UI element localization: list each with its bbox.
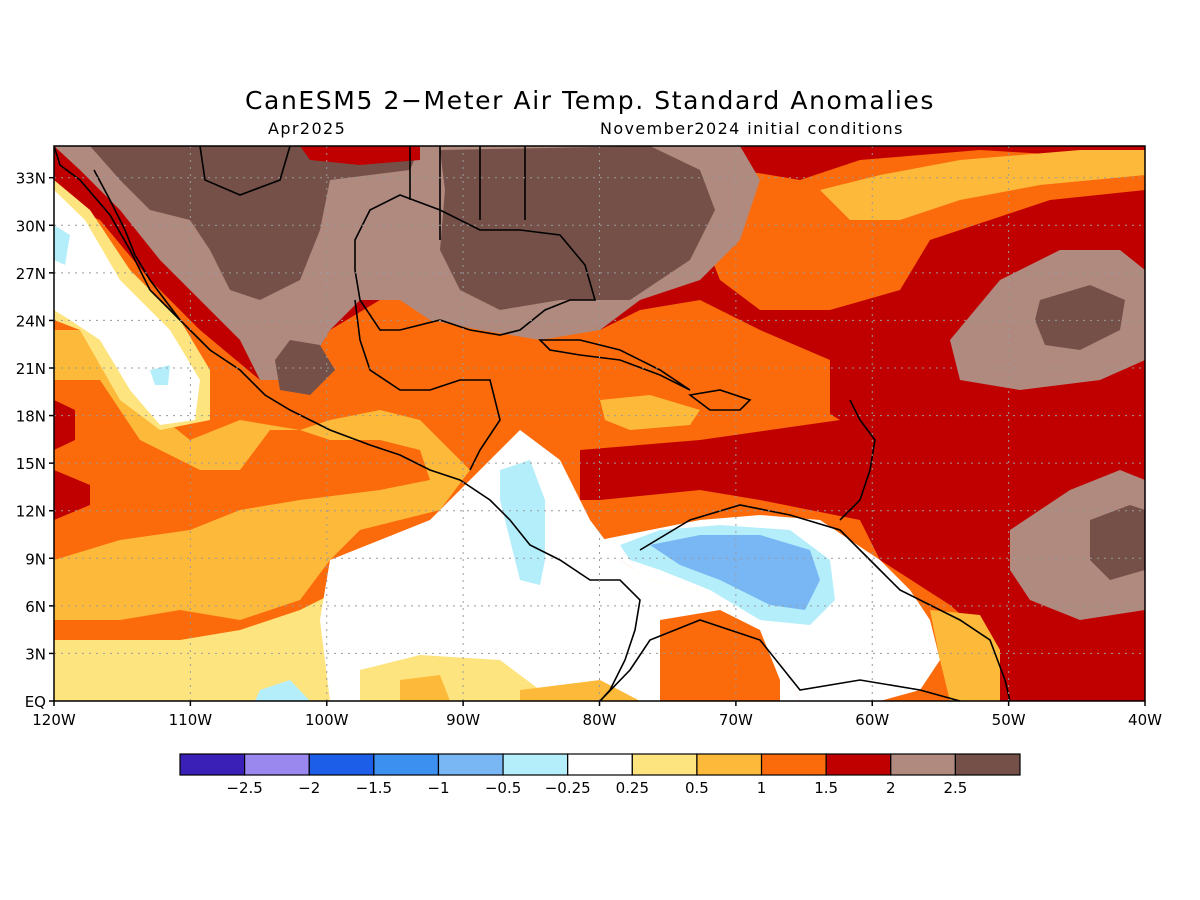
lat-tick-label: EQ [25,693,46,711]
colorbar-label: −2 [298,779,320,797]
lat-tick-label: 30N [16,217,46,235]
colorbar-swatch [825,753,892,776]
valid-month-label: Apr2025 [268,119,347,138]
colorbar-swatch [631,753,698,776]
lon-tick-label: 80W [583,711,617,729]
us-mexico-border [199,146,291,196]
colorbar-swatch [179,753,246,776]
hispaniola-coastline [688,389,752,411]
colorbar-label: −0.5 [485,779,521,797]
gulf-of-mexico-coastline [354,194,597,336]
yellow-region-atlantic-north [820,150,1145,220]
colorbar-label: 0.5 [685,779,709,797]
colorbar-swatch [954,753,1021,776]
brown-region-gulf-florida [440,146,715,310]
orange-region-atlantic [700,150,1145,310]
lon-tick-label: 90W [446,711,480,729]
colorbar-swatch [502,753,569,776]
brown-region-atlantic-north [1035,285,1125,350]
colorbar-label: 0.25 [616,779,649,797]
south-america-north-coastline [639,504,1011,701]
yellow-orange-patch-equator [400,675,450,701]
yellow-orange-patch-colombia-coast [520,680,640,701]
lon-tick-label: 120W [32,711,76,729]
colorbar-label: 1.5 [814,779,838,797]
cuba-coastline [538,339,691,391]
lat-tick-label: 9N [25,550,46,568]
colorbar-swatch [890,753,956,776]
baja-coastline [93,169,181,321]
lat-tick-label: 18N [16,408,46,426]
colorbar-swatch [760,753,827,776]
colorbar-swatch [696,753,763,776]
tan-region-atlantic-south [1010,470,1145,620]
colorbar-swatch [373,753,440,776]
colorbar-labels: −2.5 −2 −1.5 −1 −0.5 −0.25 0.25 0.5 1 1.5 2 2.5 [226,779,967,797]
latitude-axis: 33N 30N 27N 24N 21N 18N 15N 12N 9N 6N 3N EQ [16,170,54,711]
init-conditions-label: November2024 initial conditions [600,119,904,138]
colorbar-label: 2 [886,779,896,797]
colorbar-label: 2.5 [943,779,967,797]
colorbar-label: −1.5 [356,779,392,797]
light-cyan-patch-equator [255,680,310,701]
brown-region-mexico-north [90,146,420,300]
lon-tick-label: 110W [169,711,213,729]
light-cyan-region-nicaragua [500,460,545,585]
lon-tick-label: 40W [1128,711,1162,729]
lon-tick-label: 50W [992,711,1026,729]
red-region-pacific-west-b [54,470,90,520]
light-cyan-patch-pacific [54,225,70,265]
lon-tick-label: 60W [855,711,889,729]
lat-tick-label: 3N [25,645,46,663]
us-state-borders [409,146,526,240]
light-blue-region-venezuela [650,535,820,610]
lat-tick-label: 6N [25,598,46,616]
brown-region-mexico-central [275,340,335,395]
colorbar-swatch [567,753,633,776]
map-title: CanESM5 2−Meter Air Temp. Standard Anoma… [244,86,935,115]
lat-tick-label: 15N [16,455,46,473]
lat-tick-label: 27N [16,265,46,283]
pacific-coastline [54,146,641,701]
longitude-axis: 120W 110W 100W 90W 80W 70W 60W 50W 40W [32,701,1162,729]
red-region-north-top [300,146,420,165]
colorbar-label: −0.25 [545,779,591,797]
red-region-pacific-west-a [54,400,75,450]
brown-region-atlantic-south [1090,505,1145,580]
anomaly-fill-layer [54,146,1145,701]
colorbar-label: −1 [427,779,449,797]
colorbar-swatch [244,753,310,776]
neutral-region-baja [54,190,200,425]
graticule [54,146,1145,701]
south-america-interior-border [599,619,961,701]
lat-tick-label: 21N [16,360,46,378]
orange-region-colombia [660,610,780,701]
colorbar-label: −2.5 [226,779,262,797]
colorbar-swatch [308,753,375,776]
yellow-region-caribbean [600,395,700,430]
colorbar [179,753,1021,776]
colorbar-label: 1 [757,779,767,797]
yucatan-coastline [354,299,501,471]
light-cyan-patch-mexico [150,365,170,385]
colorbar-swatch [437,753,504,776]
lat-tick-label: 12N [16,503,46,521]
lat-tick-label: 24N [16,312,46,330]
lon-tick-label: 70W [719,711,753,729]
orange-region-pacific [54,380,430,560]
lon-tick-label: 100W [305,711,349,729]
lat-tick-label: 33N [16,170,46,188]
yellow-orange-region-guiana [930,610,1000,701]
